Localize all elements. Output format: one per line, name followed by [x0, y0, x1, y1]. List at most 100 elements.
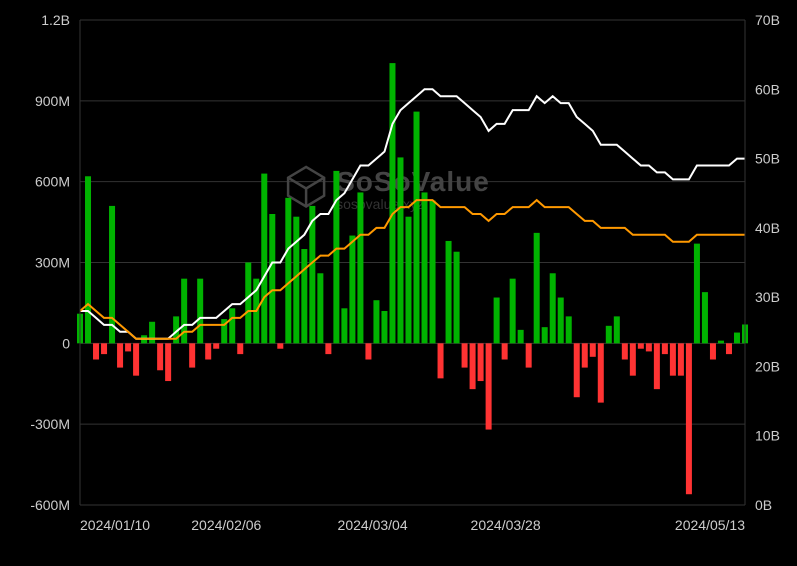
bar-negative [133, 343, 139, 375]
bar-positive [606, 326, 612, 344]
bar-negative [502, 343, 508, 359]
bar-positive [229, 308, 235, 343]
chart-container: -600M -300M 0 300M 600M 900M 1.2B 0B 10B 20B 30B 40… [0, 0, 797, 566]
bar-negative [670, 343, 676, 375]
bar-positive [718, 341, 724, 344]
bar-positive [534, 233, 540, 343]
bar-positive [293, 217, 299, 344]
bar-positive [285, 198, 291, 343]
bar-negative [726, 343, 732, 354]
bar-positive [405, 217, 411, 344]
bar-positive [357, 192, 363, 343]
bar-negative [117, 343, 123, 367]
y-left-tick-label: 0 [62, 335, 70, 351]
bar-positive [734, 333, 740, 344]
x-tick-label: 2024/03/04 [338, 517, 408, 533]
bar-negative [622, 343, 628, 359]
bar-negative [686, 343, 692, 494]
bar-positive [397, 157, 403, 343]
bar-negative [574, 343, 580, 397]
bar-negative [365, 343, 371, 359]
bar-negative [646, 343, 652, 351]
bar-negative [93, 343, 99, 359]
bar-negative [101, 343, 107, 354]
bar-negative [662, 343, 668, 354]
bar-positive [558, 298, 564, 344]
bar-positive [454, 252, 460, 344]
bar-negative [582, 343, 588, 367]
bar-negative [325, 343, 331, 354]
bar-positive [333, 171, 339, 343]
bar-positive [550, 273, 556, 343]
y-right-tick-label: 60B [755, 81, 780, 97]
bar-positive [381, 311, 387, 343]
y-right-tick-label: 70B [755, 12, 780, 28]
bar-negative [654, 343, 660, 389]
bar-positive [317, 273, 323, 343]
bar-negative [157, 343, 163, 370]
bar-negative [205, 343, 211, 359]
bar-positive [349, 236, 355, 344]
bar-positive [510, 279, 516, 344]
bar-negative [486, 343, 492, 429]
bar-positive [446, 241, 452, 343]
y-left-tick-label: 1.2B [41, 12, 70, 28]
bar-positive [269, 214, 275, 343]
bar-negative [590, 343, 596, 356]
y-left-tick-label: 300M [35, 255, 70, 271]
y-right-tick-label: 20B [755, 358, 780, 374]
bar-negative [277, 343, 283, 348]
bar-positive [373, 300, 379, 343]
bar-positive [566, 316, 572, 343]
bar-positive [85, 176, 91, 343]
bar-positive [430, 201, 436, 344]
bar-positive [309, 206, 315, 343]
y-left-tick-label: -600M [30, 497, 70, 513]
bar-negative [237, 343, 243, 354]
bar-negative [710, 343, 716, 359]
bar-positive [261, 174, 267, 344]
bar-positive [197, 279, 203, 344]
bar-negative [630, 343, 636, 375]
bar-positive [245, 263, 251, 344]
y-left-tick-label: 600M [35, 174, 70, 190]
bar-positive [542, 327, 548, 343]
y-left-tick-label: -300M [30, 416, 70, 432]
y-right-tick-label: 0B [755, 497, 772, 513]
bar-positive [518, 330, 524, 343]
y-left-tick-label: 900M [35, 93, 70, 109]
bar-negative [189, 343, 195, 367]
x-tick-label: 2024/02/06 [191, 517, 261, 533]
bar-negative [478, 343, 484, 381]
bar-positive [422, 192, 428, 343]
bar-negative [165, 343, 171, 381]
bar-negative [470, 343, 476, 389]
watermark-text: SoSoValue [336, 166, 490, 197]
bar-positive [149, 322, 155, 344]
x-tick-label: 2024/03/28 [471, 517, 541, 533]
bar-positive [702, 292, 708, 343]
bar-negative [638, 343, 644, 348]
x-tick-label: 2024/05/13 [675, 517, 745, 533]
bar-negative [438, 343, 444, 378]
bar-positive [109, 206, 115, 343]
bar-negative [125, 343, 131, 351]
y-right-tick-label: 30B [755, 289, 780, 305]
bar-positive [694, 244, 700, 344]
bar-positive [301, 249, 307, 343]
bar-positive [341, 308, 347, 343]
bar-positive [414, 112, 420, 344]
y-right-tick-label: 40B [755, 220, 780, 236]
bar-positive [389, 63, 395, 343]
x-tick-label: 2024/01/10 [80, 517, 150, 533]
chart-svg: -600M -300M 0 300M 600M 900M 1.2B 0B 10B 20B 30B 40… [0, 0, 797, 566]
bar-negative [678, 343, 684, 375]
bar-negative [526, 343, 532, 367]
bar-negative [462, 343, 468, 367]
bar-negative [598, 343, 604, 402]
bar-negative [213, 343, 219, 348]
bar-positive [494, 298, 500, 344]
y-right-tick-label: 10B [755, 428, 780, 444]
y-right-tick-label: 50B [755, 151, 780, 167]
bar-positive [614, 316, 620, 343]
